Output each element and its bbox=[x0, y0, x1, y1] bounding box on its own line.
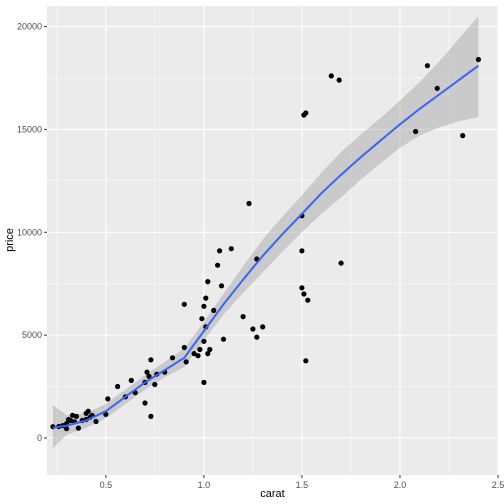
x-axis-title: carat bbox=[260, 488, 284, 500]
grid-minor bbox=[47, 6, 498, 475]
data-point-28 bbox=[148, 357, 154, 363]
data-point-33 bbox=[169, 355, 176, 361]
data-point-17 bbox=[93, 418, 99, 425]
data-point-63 bbox=[299, 285, 305, 291]
y-tick-label-4: 20000 bbox=[17, 22, 42, 32]
data-point-50 bbox=[215, 262, 221, 268]
data-point-38 bbox=[195, 353, 201, 359]
data-point-73 bbox=[424, 63, 430, 69]
data-point-54 bbox=[228, 246, 234, 252]
x-axis-ticks: 0.5 1.0 1.5 2.0 2.5 bbox=[100, 475, 504, 490]
y-tick-label-1: 5000 bbox=[22, 330, 42, 340]
data-point-39 bbox=[197, 346, 203, 353]
data-point-14 bbox=[85, 408, 91, 414]
data-point-67 bbox=[303, 358, 309, 364]
data-point-34 bbox=[181, 301, 187, 307]
data-point-52 bbox=[218, 283, 225, 289]
grid-major bbox=[47, 6, 499, 475]
data-point-41 bbox=[201, 379, 207, 385]
data-point-48 bbox=[207, 346, 213, 353]
data-point-36 bbox=[183, 359, 189, 365]
data-point-60 bbox=[260, 324, 266, 330]
smooth-line bbox=[52, 64, 479, 429]
x-tick-label-0: 0.5 bbox=[100, 480, 113, 490]
x-tick-label-2: 1.5 bbox=[296, 480, 309, 490]
data-point-47 bbox=[205, 351, 211, 357]
data-point-75 bbox=[460, 133, 466, 139]
data-point-7 bbox=[69, 412, 76, 418]
data-point-62 bbox=[299, 248, 305, 254]
data-point-68 bbox=[305, 297, 311, 303]
data-point-18 bbox=[103, 411, 109, 417]
data-point-37 bbox=[191, 351, 197, 357]
data-point-3 bbox=[64, 426, 70, 432]
x-tick-label-4: 2.5 bbox=[492, 480, 504, 490]
y-axis-title: price bbox=[4, 228, 16, 252]
data-point-66 bbox=[303, 110, 309, 116]
plot-panel bbox=[47, 6, 498, 475]
data-point-27 bbox=[146, 373, 152, 379]
x-tick-label-3: 2.0 bbox=[394, 480, 407, 490]
data-point-42 bbox=[201, 338, 207, 344]
data-point-19 bbox=[105, 396, 111, 402]
data-point-24 bbox=[142, 400, 148, 406]
data-point-56 bbox=[246, 200, 252, 207]
data-point-74 bbox=[434, 85, 440, 91]
data-point-46 bbox=[205, 279, 211, 285]
data-point-69 bbox=[328, 73, 334, 79]
y-tick-label-3: 15000 bbox=[17, 124, 42, 134]
data-point-49 bbox=[211, 307, 217, 313]
data-point-72 bbox=[413, 128, 419, 135]
y-tick-label-2: 10000 bbox=[17, 227, 42, 237]
data-point-43 bbox=[201, 303, 207, 309]
data-point-30 bbox=[152, 381, 158, 388]
data-point-29 bbox=[148, 413, 154, 419]
data-point-55 bbox=[240, 314, 246, 320]
data-point-26 bbox=[144, 369, 150, 375]
data-point-76 bbox=[475, 56, 481, 63]
data-point-70 bbox=[336, 77, 342, 83]
data-point-22 bbox=[128, 377, 134, 383]
data-point-57 bbox=[250, 326, 256, 332]
data-point-45 bbox=[203, 295, 209, 301]
data-point-20 bbox=[115, 383, 121, 390]
data-point-64 bbox=[301, 291, 307, 297]
y-axis-ticks: 0 5000 10000 15000 20000 bbox=[17, 22, 47, 443]
data-point-35 bbox=[181, 344, 187, 351]
data-point-9 bbox=[73, 413, 79, 419]
data-point-59 bbox=[254, 334, 260, 340]
y-tick-label-0: 0 bbox=[37, 433, 42, 443]
data-point-6 bbox=[67, 417, 74, 424]
data-point-53 bbox=[220, 336, 227, 342]
x-tick-label-1: 1.0 bbox=[198, 480, 211, 490]
data-point-51 bbox=[217, 248, 223, 254]
data-point-40 bbox=[199, 316, 205, 322]
data-point-10 bbox=[75, 425, 81, 431]
data-point-71 bbox=[338, 260, 344, 266]
